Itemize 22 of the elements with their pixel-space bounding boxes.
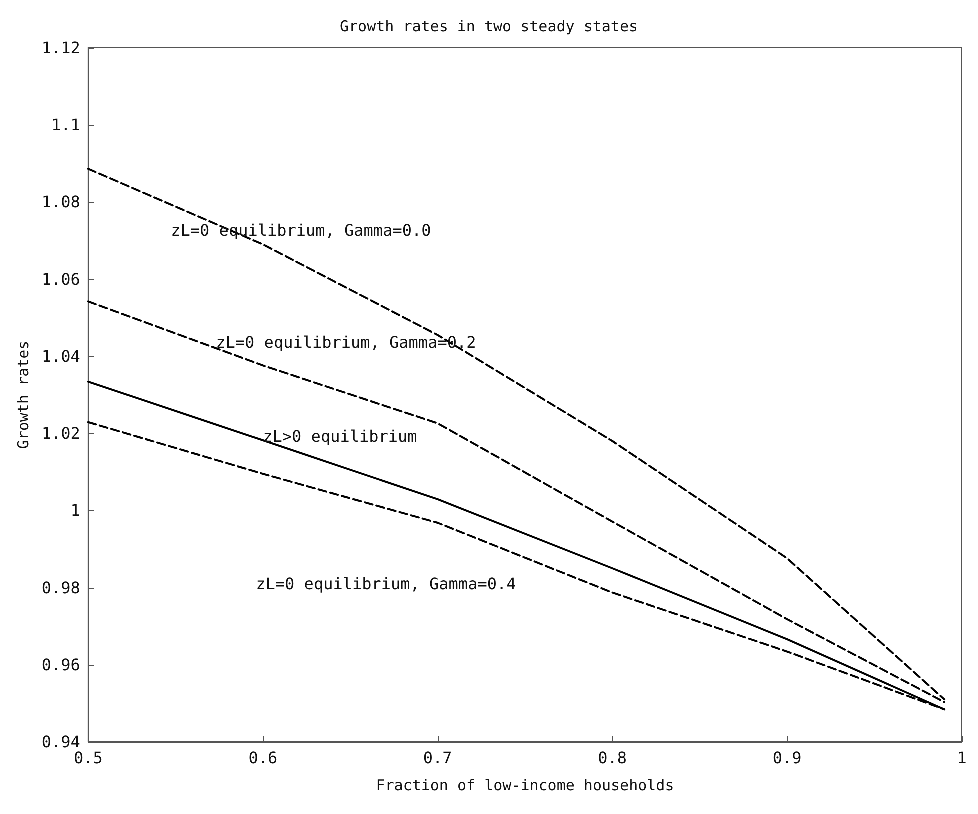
- y-tick-label: 0.98: [42, 578, 80, 598]
- chart-title: Growth rates in two steady states: [340, 18, 638, 36]
- y-tick-label: 1.02: [42, 424, 80, 444]
- y-tick-label: 0.94: [42, 732, 80, 752]
- y-tick-label: 1.08: [42, 192, 80, 212]
- x-tick-label: 1: [957, 748, 967, 768]
- series-label: zL>0 equilibrium: [263, 426, 418, 446]
- y-tick-label: 1: [70, 501, 80, 520]
- line-series: [87, 168, 946, 701]
- series-label: zL=0 equilibrium, Gamma=0.4: [256, 574, 516, 594]
- y-tick-label: 1.06: [42, 270, 80, 289]
- x-tick-label: 0.9: [772, 748, 802, 768]
- x-tick-label: 0.5: [74, 748, 103, 768]
- y-axis-title: Growth rates: [14, 340, 32, 450]
- x-axis-title: Fraction of low-income households: [376, 776, 674, 794]
- x-tick-label: 0.6: [248, 748, 278, 768]
- x-tick-label: 0.7: [423, 748, 452, 768]
- y-tick-label: 1.12: [42, 38, 80, 58]
- x-tick-label: 0.8: [598, 748, 628, 768]
- y-tick-label: 1.04: [42, 346, 80, 366]
- y-tick-label: 0.96: [42, 655, 80, 674]
- y-tick-label: 1.1: [52, 116, 80, 135]
